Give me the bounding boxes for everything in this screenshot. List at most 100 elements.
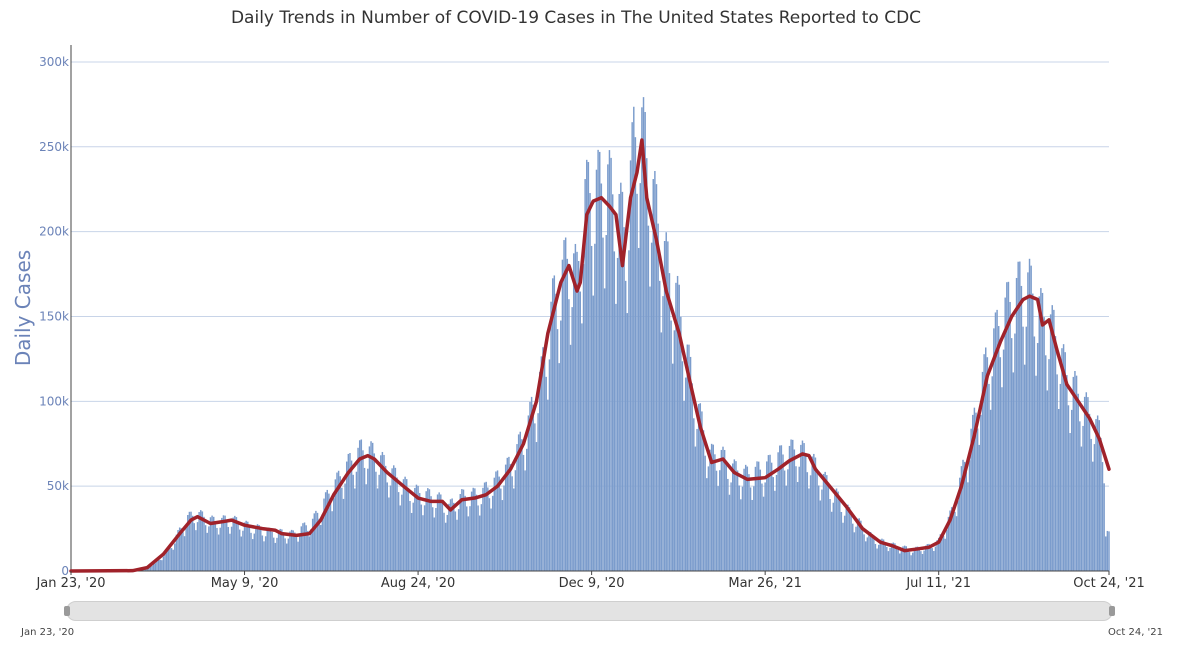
bar [213, 516, 215, 571]
bar [459, 494, 461, 571]
bar [487, 487, 489, 571]
bar [243, 522, 246, 571]
bar [556, 329, 559, 571]
bar [297, 541, 299, 571]
bar [161, 560, 163, 571]
bar [188, 511, 191, 571]
bar [263, 541, 265, 571]
bar [1017, 261, 1019, 571]
bar [835, 488, 838, 571]
bar [537, 413, 539, 571]
range-slider[interactable] [64, 601, 1115, 621]
bar [550, 301, 552, 571]
bar [368, 446, 371, 571]
bar [603, 288, 606, 571]
bar [779, 445, 781, 571]
bar [918, 548, 920, 571]
bar [430, 496, 432, 571]
bar [946, 529, 948, 571]
bar [148, 566, 150, 571]
bar [1001, 387, 1003, 571]
x-tick-label: May 9, '20 [211, 576, 279, 591]
bar [856, 518, 859, 571]
bar [952, 508, 955, 571]
bar [696, 428, 698, 571]
bar [693, 418, 695, 571]
bar [770, 462, 773, 571]
range-slider-track[interactable] [66, 601, 1113, 621]
y-tick-label: 200k [39, 225, 69, 239]
bar [689, 356, 692, 571]
bar [950, 507, 953, 571]
bar [274, 542, 277, 571]
bar [1080, 446, 1083, 571]
bar [884, 542, 886, 571]
bar [438, 492, 440, 571]
bar [680, 316, 682, 571]
bar [553, 275, 556, 571]
bar [247, 521, 249, 571]
bar [843, 515, 846, 571]
bar [954, 511, 956, 571]
bar [221, 517, 223, 571]
bar [208, 526, 210, 571]
bar [774, 490, 776, 571]
range-slider-left-handle[interactable] [64, 606, 70, 616]
bar [264, 536, 267, 571]
bar [190, 511, 192, 571]
bar [358, 440, 361, 571]
bar [469, 506, 471, 571]
bar [620, 182, 622, 571]
range-slider-right-handle[interactable] [1109, 606, 1115, 616]
bar [1106, 530, 1109, 571]
bar [277, 530, 280, 571]
bar [352, 474, 354, 571]
bar [707, 466, 710, 571]
bar [686, 344, 689, 571]
bar [229, 533, 231, 571]
bar [715, 470, 718, 571]
bar [191, 515, 194, 571]
bar [534, 423, 536, 571]
bar [1012, 372, 1015, 571]
bar [451, 498, 453, 571]
bar [441, 501, 444, 571]
bar [634, 137, 637, 571]
bar [337, 470, 340, 571]
bar [697, 403, 700, 571]
bar [269, 528, 272, 571]
bar [401, 494, 403, 571]
bar [1070, 409, 1073, 571]
bar [798, 466, 800, 571]
bar [540, 356, 543, 571]
bar [793, 449, 796, 571]
y-tick-label: 300k [39, 55, 69, 69]
bar [702, 430, 705, 571]
bar [149, 566, 152, 571]
bar [393, 465, 395, 571]
bar [384, 465, 387, 571]
bar [736, 470, 739, 571]
bar [986, 357, 989, 571]
bar [681, 361, 684, 571]
bar [908, 552, 911, 571]
bar [628, 250, 630, 571]
bar [1105, 536, 1107, 571]
bar [837, 491, 839, 571]
bar [981, 371, 984, 571]
bar [1023, 364, 1026, 571]
bar [671, 363, 674, 571]
y-tick-label: 0 [61, 564, 69, 578]
bar [848, 507, 851, 571]
bar [813, 453, 815, 571]
bar [642, 97, 645, 572]
bar [443, 512, 445, 571]
bar [660, 332, 663, 571]
bar [517, 434, 520, 571]
bar [501, 500, 504, 571]
bar [178, 527, 181, 571]
bar [903, 545, 906, 571]
bar [1040, 288, 1042, 571]
bar [1015, 277, 1018, 571]
bar [1019, 261, 1021, 571]
